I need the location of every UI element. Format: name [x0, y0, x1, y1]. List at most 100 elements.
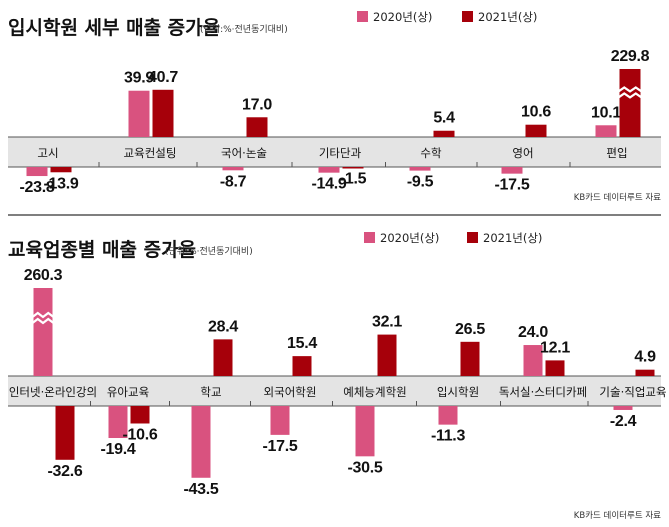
unit-note: (단위:%·전년동기대비)	[165, 246, 253, 257]
legend: 2020년(상) 2021년(상)	[357, 10, 537, 24]
data-label: -32.6	[48, 463, 83, 480]
bar	[33, 288, 53, 376]
bar	[26, 167, 48, 177]
category-label: 기타단과	[319, 146, 362, 160]
category-label: 유아교육	[107, 385, 149, 399]
data-label: 32.1	[372, 314, 402, 331]
category-label: 기술·직업교육	[599, 385, 666, 399]
chart-2: 교육업종별 매출 증가율(단위:%·전년동기대비) 2020년(상) 2021년(상…	[8, 231, 667, 521]
bar	[438, 406, 458, 425]
category-label: 외국어학원	[264, 385, 317, 399]
chart-title: 교육업종별 매출 증가율	[8, 239, 196, 261]
bar	[152, 89, 174, 137]
data-label: 39.9	[124, 70, 154, 87]
bar	[130, 406, 150, 424]
bar	[409, 167, 431, 171]
data-label: -8.7	[220, 173, 247, 190]
legend-swatch	[462, 11, 473, 22]
category-label: 인터넷·온라인강의	[9, 385, 97, 399]
data-label: 4.9	[634, 349, 656, 366]
source-note: KB카드 데이터루트 자료	[574, 192, 661, 203]
bar	[613, 406, 633, 410]
data-label: -19.4	[101, 441, 136, 458]
break-mark	[617, 92, 643, 99]
bar	[460, 341, 480, 376]
data-label: -11.3	[431, 428, 465, 445]
legend-swatch	[467, 232, 478, 243]
unit-note: (단위:%·전년동기대비)	[200, 24, 288, 35]
bar	[50, 167, 72, 173]
category-label: 교육컨설팅	[124, 146, 177, 160]
bar	[318, 167, 340, 173]
bar	[501, 167, 523, 174]
data-label: 12.1	[540, 339, 570, 356]
bar	[355, 406, 375, 457]
data-label: -17.5	[495, 177, 530, 194]
data-label: 10.1	[591, 104, 621, 121]
category-label: 예체능계학원	[343, 385, 406, 399]
data-label: 5.4	[433, 110, 455, 127]
bar	[525, 124, 547, 137]
legend-swatch	[364, 232, 375, 243]
data-label: 10.6	[521, 104, 551, 121]
category-band	[8, 376, 661, 406]
legend-entry: 2021년(상)	[483, 231, 542, 245]
data-label: -17.5	[263, 438, 298, 455]
bar	[523, 345, 543, 376]
bar	[377, 334, 397, 376]
data-label: -23.8	[20, 179, 55, 196]
data-label: 260.3	[24, 267, 63, 284]
source-note: KB카드 데이터루트 자료	[574, 510, 661, 521]
legend-entry: 2021년(상)	[478, 10, 537, 24]
legend: 2020년(상) 2021년(상)	[364, 231, 542, 245]
bar	[342, 167, 364, 169]
data-label: -13.9	[44, 175, 79, 192]
data-label: -9.5	[407, 174, 434, 191]
bar	[292, 356, 312, 376]
break-mark	[31, 311, 55, 319]
bar	[128, 90, 150, 137]
bar	[635, 369, 655, 376]
category-label: 국어·논술	[221, 146, 267, 160]
bar	[191, 406, 211, 478]
chart-title: 입시학원 세부 매출 증가율	[8, 17, 220, 39]
category-label: 입시학원	[437, 385, 479, 399]
data-label: 28.4	[208, 318, 238, 335]
data-label: 15.4	[287, 335, 317, 352]
bar	[246, 117, 268, 137]
category-band	[8, 137, 661, 167]
bar	[108, 406, 128, 439]
category-label: 독서실·스터디카페	[499, 385, 587, 399]
category-label: 수학	[420, 146, 442, 160]
data-label: 17.0	[242, 96, 272, 113]
chart-1: 입시학원 세부 매출 증가율(단위:%·전년동기대비) 2020년(상) 2021년…	[8, 10, 661, 203]
bar	[222, 167, 244, 171]
data-label: 229.8	[611, 48, 650, 65]
bar	[433, 130, 455, 137]
data-label: -30.5	[348, 459, 383, 476]
data-label: 40.7	[148, 69, 178, 86]
break-mark	[31, 317, 55, 325]
bar	[270, 406, 290, 435]
category-label: 고시	[37, 146, 58, 160]
data-label: -43.5	[184, 481, 219, 498]
legend-swatch	[357, 11, 368, 22]
data-label: -1.5	[340, 171, 367, 188]
bar	[545, 360, 565, 376]
legend-entry: 2020년(상)	[380, 231, 439, 245]
bar	[619, 69, 641, 137]
data-label: -2.4	[610, 413, 637, 430]
data-label: -14.9	[312, 176, 347, 193]
category-label: 편입	[606, 146, 627, 160]
data-label: 26.5	[455, 321, 485, 338]
data-label: 24.0	[518, 324, 548, 341]
data-label: -10.6	[123, 426, 158, 443]
break-mark	[617, 86, 643, 93]
bar	[55, 406, 75, 460]
category-label: 영어	[512, 146, 533, 160]
bar	[595, 125, 617, 137]
legend-entry: 2020년(상)	[373, 10, 432, 24]
category-label: 학교	[200, 385, 221, 399]
bar	[213, 339, 233, 376]
